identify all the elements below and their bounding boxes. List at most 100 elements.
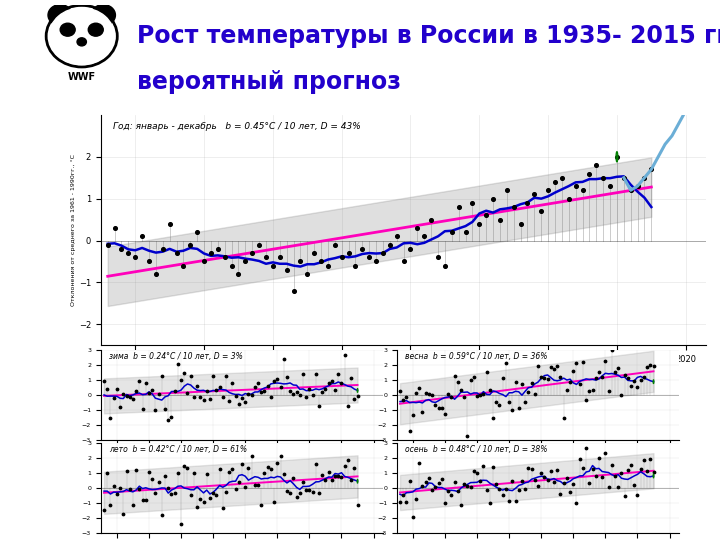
Point: [377, 249, 389, 258]
Point: [413, 458, 425, 467]
Point: [515, 219, 526, 228]
Point: [175, 375, 186, 384]
Point: [497, 491, 508, 500]
Point: [545, 467, 557, 476]
Point: [275, 452, 287, 461]
Point: [501, 186, 513, 194]
Point: [426, 390, 438, 399]
Point: [302, 269, 313, 278]
Point: [198, 257, 210, 266]
Point: [529, 390, 541, 399]
Point: [549, 178, 561, 186]
Circle shape: [48, 5, 72, 25]
Point: [171, 249, 182, 258]
Point: [587, 386, 598, 395]
Point: [430, 400, 441, 409]
Point: [269, 498, 280, 507]
Point: [532, 362, 544, 370]
Circle shape: [91, 5, 115, 25]
Point: [439, 409, 451, 418]
Point: [240, 257, 251, 266]
Point: [130, 387, 142, 395]
Point: [481, 485, 492, 494]
Point: [236, 393, 248, 402]
Point: [552, 465, 563, 474]
Point: [397, 491, 409, 500]
Point: [136, 232, 148, 241]
Point: [198, 396, 210, 404]
Point: [467, 199, 478, 207]
Point: [333, 370, 344, 379]
Point: [265, 393, 276, 401]
Point: [258, 386, 270, 395]
Point: [593, 368, 605, 376]
Point: [532, 482, 544, 491]
Point: [442, 487, 454, 496]
Point: [570, 182, 582, 191]
Point: [433, 478, 444, 487]
Point: [336, 378, 347, 387]
Point: [603, 386, 614, 395]
Point: [274, 253, 286, 261]
Point: [523, 464, 534, 472]
Point: [604, 182, 616, 191]
Point: [258, 468, 270, 477]
Point: [474, 390, 486, 399]
Point: [169, 387, 181, 395]
Point: [418, 232, 430, 241]
Point: [313, 489, 325, 497]
Point: [417, 408, 428, 417]
Point: [606, 461, 618, 470]
Point: [638, 373, 649, 381]
Point: [146, 475, 158, 484]
Point: [150, 488, 161, 497]
Point: [172, 360, 184, 368]
Point: [260, 253, 271, 261]
Point: [528, 190, 540, 199]
Point: [104, 413, 116, 422]
Point: [156, 511, 168, 519]
Point: [287, 474, 299, 482]
Point: [648, 362, 660, 370]
Point: [253, 240, 265, 249]
Point: [307, 390, 318, 399]
Point: [192, 228, 203, 237]
Point: [574, 454, 585, 463]
Point: [584, 478, 595, 487]
Point: [179, 462, 190, 470]
Point: [249, 481, 261, 489]
Point: [432, 253, 444, 261]
Point: [201, 470, 212, 478]
Point: [577, 464, 589, 472]
Point: [397, 395, 409, 404]
Point: [400, 393, 412, 401]
Point: [342, 456, 354, 464]
Point: [490, 480, 502, 489]
Point: [127, 501, 139, 509]
Point: [542, 375, 554, 384]
Point: [346, 476, 357, 484]
Point: [150, 406, 161, 415]
Point: [507, 406, 518, 414]
Point: [117, 510, 129, 518]
Point: [111, 489, 122, 498]
Point: [304, 485, 315, 494]
Point: [339, 462, 351, 470]
Point: [326, 377, 338, 386]
Point: [265, 465, 276, 474]
Point: [600, 448, 611, 457]
Point: [412, 224, 423, 232]
Point: [350, 261, 361, 270]
Point: [336, 253, 348, 261]
Point: [539, 374, 550, 382]
Point: [252, 481, 264, 490]
Point: [288, 286, 300, 295]
Point: [108, 393, 120, 402]
Point: [596, 472, 608, 481]
Point: [256, 501, 267, 509]
Point: [436, 474, 448, 483]
Point: [329, 240, 341, 249]
Point: [497, 374, 508, 383]
Point: [194, 495, 206, 504]
Point: [207, 489, 219, 497]
